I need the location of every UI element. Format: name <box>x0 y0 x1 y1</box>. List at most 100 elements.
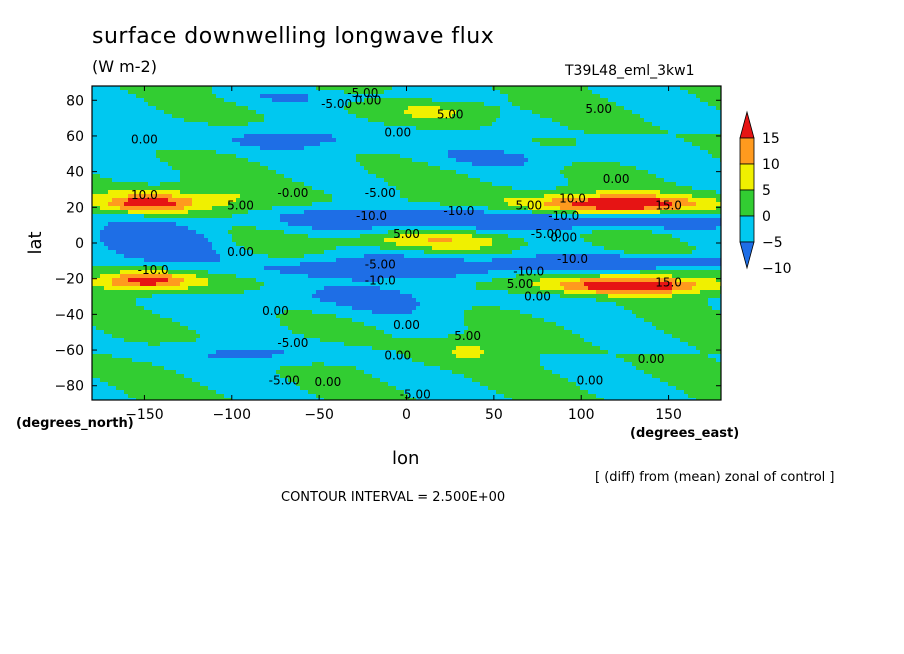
field-cell <box>284 122 289 127</box>
field-cell <box>196 110 201 115</box>
field-cell <box>484 98 489 103</box>
field-cell <box>156 186 161 191</box>
field-cell <box>512 202 517 207</box>
field-cell <box>380 162 385 167</box>
field-cell <box>128 126 133 131</box>
field-cell <box>192 86 197 91</box>
field-cell <box>464 142 469 147</box>
field-cell <box>608 126 613 131</box>
field-cell <box>396 190 401 195</box>
field-cell <box>668 106 673 111</box>
field-cell <box>640 166 645 171</box>
field-cell <box>264 186 269 191</box>
field-cell <box>188 106 193 111</box>
field-cell <box>144 202 149 207</box>
field-cell <box>436 134 441 139</box>
field-cell <box>428 106 433 111</box>
field-cell <box>144 98 149 103</box>
field-cell <box>636 206 641 211</box>
field-cell <box>476 150 481 155</box>
field-cell <box>112 122 117 127</box>
field-cell <box>360 86 365 91</box>
field-cell <box>364 110 369 115</box>
field-cell <box>580 158 585 163</box>
field-cell <box>224 126 229 131</box>
field-cell <box>356 170 361 175</box>
field-cell <box>560 138 565 143</box>
field-cell <box>136 186 141 191</box>
field-cell <box>440 110 445 115</box>
field-cell <box>488 182 493 187</box>
field-cell <box>364 190 369 195</box>
field-cell <box>640 178 645 183</box>
field-cell <box>288 162 293 167</box>
field-cell <box>392 146 397 151</box>
field-cell <box>704 170 709 175</box>
field-cell <box>432 90 437 95</box>
field-cell <box>520 166 525 171</box>
field-cell <box>452 118 457 123</box>
field-cell <box>428 170 433 175</box>
field-cell <box>288 98 293 103</box>
field-cell <box>376 102 381 107</box>
field-cell <box>196 174 201 179</box>
field-cell <box>648 202 653 207</box>
field-cell <box>176 178 181 183</box>
field-cell <box>184 202 189 207</box>
field-cell <box>316 114 321 119</box>
field-cell <box>92 198 97 203</box>
field-cell <box>676 190 681 195</box>
field-cell <box>264 134 269 139</box>
field-cell <box>680 202 685 207</box>
field-cell <box>92 122 97 127</box>
field-cell <box>172 118 177 123</box>
field-cell <box>116 94 121 99</box>
field-cell <box>288 194 293 199</box>
field-cell <box>412 94 417 99</box>
field-cell <box>356 118 361 123</box>
field-cell <box>344 210 349 215</box>
field-cell <box>620 150 625 155</box>
field-cell <box>324 94 329 99</box>
field-cell <box>256 98 261 103</box>
field-cell <box>124 114 129 119</box>
field-cell <box>232 166 237 171</box>
field-cell <box>196 194 201 199</box>
field-cell <box>340 158 345 163</box>
field-cell <box>688 134 693 139</box>
field-cell <box>112 98 117 103</box>
field-cell <box>492 154 497 159</box>
field-cell <box>104 170 109 175</box>
field-cell <box>116 114 121 119</box>
field-cell <box>252 86 257 91</box>
field-cell <box>164 150 169 155</box>
field-cell <box>540 122 545 127</box>
field-cell <box>640 198 645 203</box>
field-cell <box>280 158 285 163</box>
field-cell <box>508 126 513 131</box>
field-cell <box>156 114 161 119</box>
field-cell <box>248 94 253 99</box>
field-cell <box>304 94 309 99</box>
field-cell <box>184 106 189 111</box>
field-cell <box>276 210 281 215</box>
field-cell <box>100 146 105 151</box>
field-cell <box>408 126 413 131</box>
field-cell <box>512 158 517 163</box>
field-cell <box>332 86 337 91</box>
field-cell <box>580 118 585 123</box>
field-cell <box>260 122 265 127</box>
field-cell <box>372 138 377 143</box>
field-cell <box>704 158 709 163</box>
field-cell <box>584 130 589 135</box>
field-cell <box>608 142 613 147</box>
field-cell <box>176 118 181 123</box>
field-cell <box>180 142 185 147</box>
field-cell <box>116 138 121 143</box>
field-cell <box>604 122 609 127</box>
field-cell <box>520 158 525 163</box>
field-cell <box>164 114 169 119</box>
field-cell <box>284 90 289 95</box>
field-cell <box>400 174 405 179</box>
field-cell <box>460 158 465 163</box>
